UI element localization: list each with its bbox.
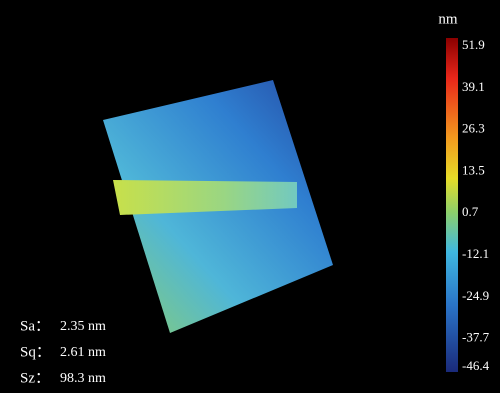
afm-view: nm 51.9 39.1 26.3 13.5 0.7 -12.1 -24.9 -37.7 -46… bbox=[0, 0, 500, 393]
stat-label: Sz： bbox=[20, 370, 50, 386]
stat-value: 2.35 nm bbox=[60, 319, 106, 334]
stat-value: 2.61 nm bbox=[60, 345, 106, 360]
colorbar-tick-label: -37.7 bbox=[462, 330, 490, 345]
colorbar-ticks: 51.9 39.1 26.3 13.5 0.7 -12.1 -24.9 -37.7 -46.4 bbox=[462, 37, 490, 373]
stat-label: Sa： bbox=[20, 318, 50, 334]
stats: Sa： 2.35 nm Sq： 2.61 nm Sz： 98.3 nm bbox=[20, 318, 106, 386]
colorbar-tick-label: 51.9 bbox=[462, 37, 485, 52]
colorbar-tick-label: -12.1 bbox=[462, 246, 489, 261]
colorbar bbox=[446, 38, 458, 372]
colorbar-tick-label: 13.5 bbox=[462, 162, 485, 177]
colorbar-tick-label: 39.1 bbox=[462, 79, 485, 94]
colorbar-tick-label: 0.7 bbox=[462, 204, 479, 219]
colorbar-unit: nm bbox=[438, 11, 458, 27]
stat-label: Sq： bbox=[20, 344, 51, 360]
colorbar-tick-label: -24.9 bbox=[462, 288, 489, 303]
colorbar-tick-label: 26.3 bbox=[462, 121, 485, 136]
stat-value: 98.3 nm bbox=[60, 371, 106, 386]
colorbar-tick-label: -46.4 bbox=[462, 358, 490, 373]
